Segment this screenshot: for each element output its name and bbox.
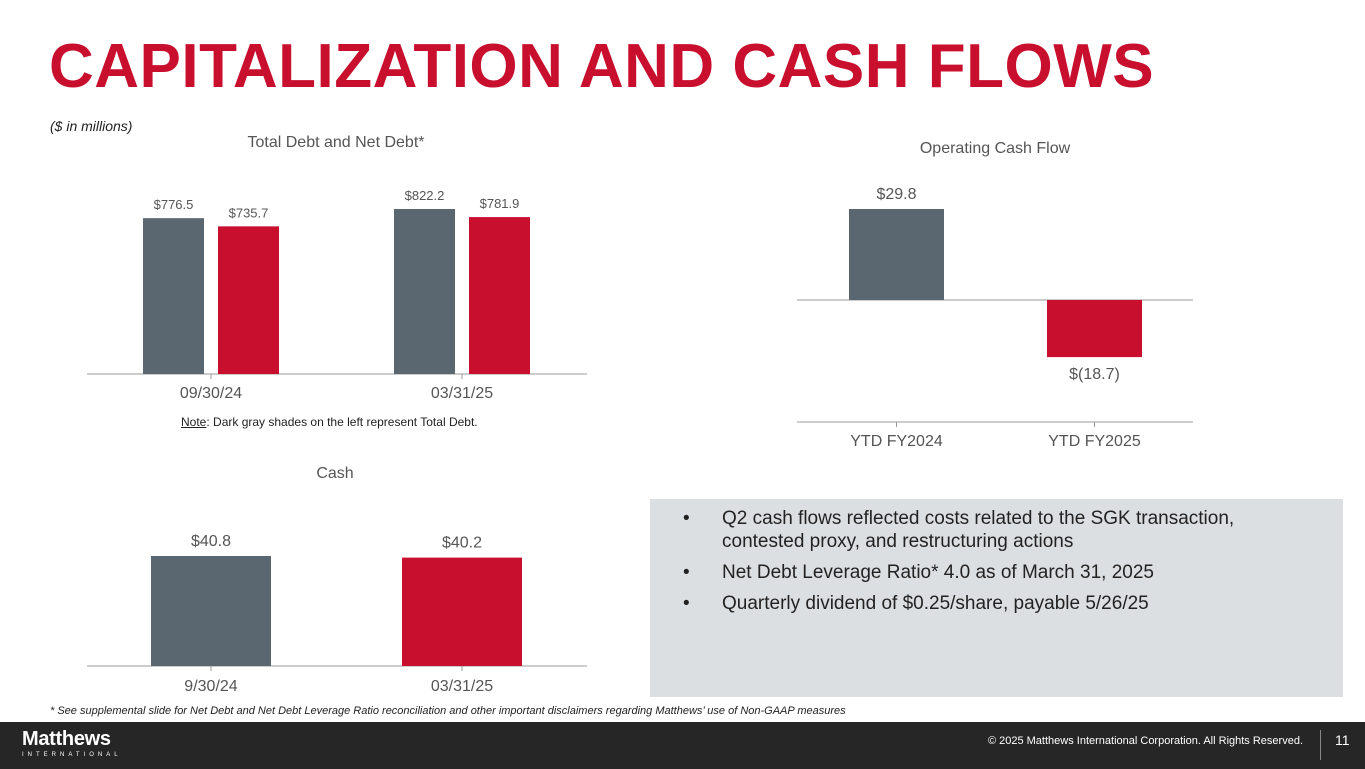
highlight-text: Q2 cash flows reflected costs related to… [722,508,1235,552]
ocf-bar [849,209,944,300]
cash-bar [151,556,271,666]
highlight-item: • Quarterly dividend of $0.25/share, paya… [650,592,1343,615]
debt-data-label: $776.5 [154,197,194,212]
units-note: ($ in millions) [50,118,133,134]
cash-x-tick-label: 03/31/25 [431,678,493,695]
highlights-box: • Q2 cash flows reflected costs related t… [650,499,1343,697]
footnote: * See supplemental slide for Net Debt an… [50,705,846,717]
debt-data-label: $822.2 [405,188,445,203]
cash-data-label: $40.2 [442,535,482,552]
highlight-text: Net Debt Leverage Ratio* 4.0 as of March… [722,562,1154,583]
cash-chart-title: Cash [316,465,354,482]
ocf-chart-title: Operating Cash Flow [919,140,1071,157]
bullet-icon: • [683,593,690,614]
matthews-logo: Matthews INTERNATIONAL [22,728,122,758]
ocf-data-label: $(18.7) [1069,366,1120,383]
ocf-data-label: $29.8 [876,186,916,203]
charts-canvas: 09/30/24 $776.5 $735.7 03/31/25 $822.2 $781.9… [87,186,1193,695]
highlight-item: • Net Debt Leverage Ratio* 4.0 as of Marc… [650,561,1343,584]
ocf-x-tick-label: YTD FY2025 [1048,433,1141,450]
bullet-icon: • [683,562,690,583]
logo-name: Matthews [22,728,111,750]
bullet-icon: • [683,508,690,529]
ocf-x-tick-label: YTD FY2024 [850,433,943,450]
debt-bar [143,218,204,374]
debt-bar [218,226,279,374]
debt-bar [469,217,530,374]
debt-data-label: $735.7 [229,205,269,220]
debt-x-tick-label: 09/30/24 [180,385,242,402]
cash-x-tick-label: 9/30/24 [184,678,237,695]
page-title: CAPITALIZATION AND CASH FLOWS [49,32,1155,101]
note-text: : Dark gray shades on the left represent… [206,415,478,429]
debt-data-label: $781.9 [480,196,520,211]
debt-chart-note: Note: Dark gray shades on the left repre… [181,415,478,429]
cash-data-label: $40.8 [191,533,231,550]
cash-bar [402,557,522,666]
note-label: Note [181,415,207,429]
footer-bar: Matthews INTERNATIONAL © 2025 Matthews I… [0,722,1365,769]
highlight-item: • Q2 cash flows reflected costs related t… [650,507,1343,553]
ocf-bar [1047,300,1142,358]
copyright-text: © 2025 Matthews International Corporatio… [987,735,1303,747]
logo-subtitle: INTERNATIONAL [22,752,122,758]
debt-chart-title: Total Debt and Net Debt* [247,134,425,151]
debt-x-tick-label: 03/31/25 [431,385,493,402]
highlights-list: • Q2 cash flows reflected costs related t… [650,507,1343,623]
footer-divider [1320,730,1321,760]
page-number: 11 [1335,732,1350,748]
debt-bar [394,209,455,374]
highlight-text: Quarterly dividend of $0.25/share, payab… [722,593,1149,614]
